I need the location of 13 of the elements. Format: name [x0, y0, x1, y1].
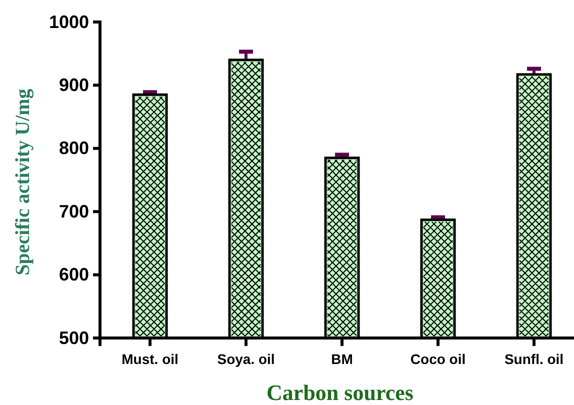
y-tick-label: 500 — [58, 328, 89, 348]
y-tick-label: 1000 — [48, 12, 89, 32]
x-tick-label: Must. oil — [122, 350, 178, 367]
x-tick-label: Sunfl. oil — [504, 350, 564, 367]
x-tick-label: Soya. oil — [217, 350, 275, 367]
y-axis-title: Specific activity U/mg — [12, 88, 34, 276]
x-axis-title: Carbon sources — [266, 380, 414, 405]
y-tick-label: 600 — [58, 264, 89, 285]
x-tick-label: BM — [331, 350, 353, 367]
x-tick-label: Coco oil — [410, 350, 466, 367]
y-tick-label: 900 — [58, 74, 89, 95]
y-tick-label: 800 — [58, 138, 89, 158]
y-tick-label: 700 — [58, 201, 89, 222]
